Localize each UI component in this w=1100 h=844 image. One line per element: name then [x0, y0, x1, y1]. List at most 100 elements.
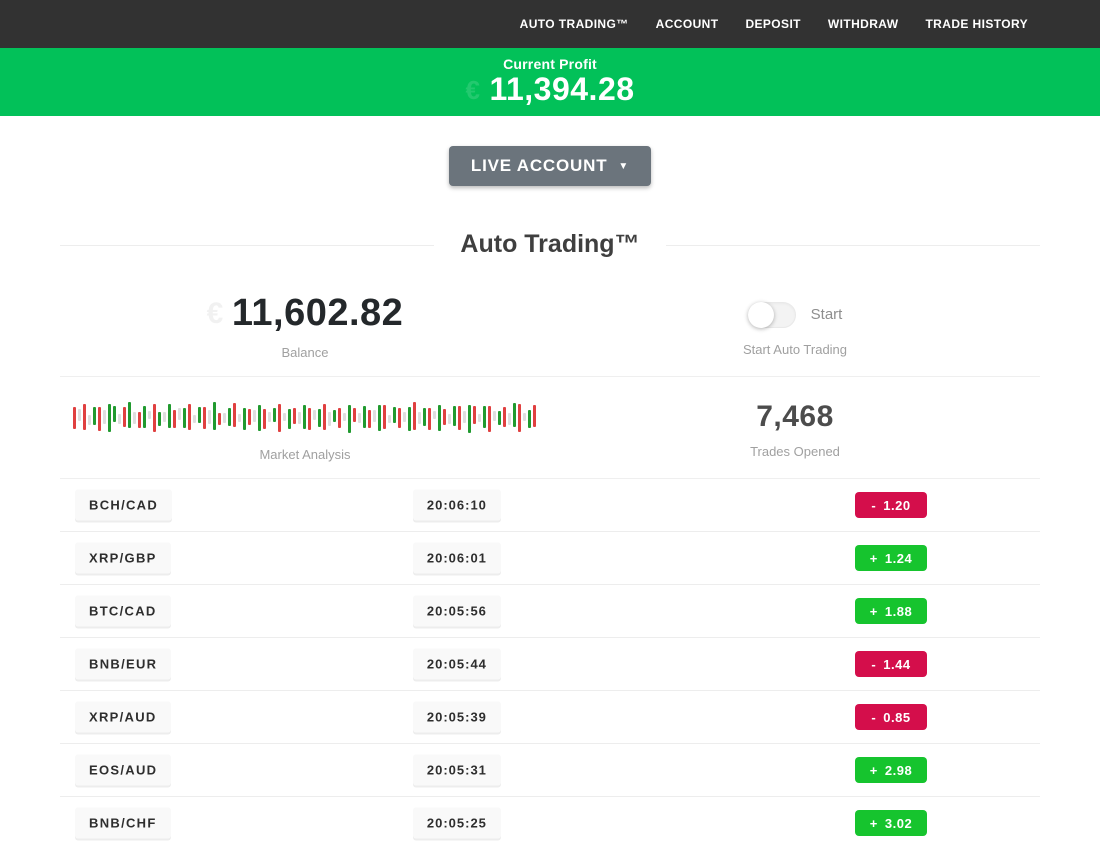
ticker-bar	[282, 413, 286, 421]
nav-item-trade-history[interactable]: TRADE HISTORY	[925, 17, 1028, 31]
trade-result-badge: -1.44	[855, 651, 927, 677]
ticker-bar	[467, 405, 471, 433]
trade-row: XRP/AUD 20:05:39 -0.85	[60, 691, 1040, 744]
page-title: Auto Trading™	[434, 230, 666, 259]
nav-item-deposit[interactable]: DEPOSIT	[745, 17, 801, 31]
ticker-bar	[372, 410, 376, 422]
ticker-bar	[182, 408, 186, 428]
ticker-bar	[307, 408, 311, 430]
trade-result-badge: +1.88	[855, 598, 927, 624]
auto-trading-cell: Start Start Auto Trading	[550, 260, 1040, 376]
ticker-bar	[487, 406, 491, 432]
ticker-bar	[302, 405, 306, 429]
toggle-knob	[747, 301, 774, 328]
ticker-bar	[337, 408, 341, 428]
pair-label: BNB/EUR	[75, 648, 172, 680]
trade-row: BCH/CAD 20:06:10 -1.20	[60, 479, 1040, 532]
ticker-bar	[82, 404, 86, 430]
market-analysis-chart	[72, 397, 538, 437]
ticker-bar	[342, 413, 346, 421]
ticker-bar	[497, 411, 501, 425]
currency-watermark: €	[465, 74, 481, 105]
ticker-bar	[407, 407, 411, 431]
ticker-bar	[472, 406, 476, 424]
ticker-bar	[317, 409, 321, 427]
main-content: LIVE ACCOUNT ▼ Auto Trading™ € 11,602.82…	[60, 146, 1040, 844]
ticker-bar	[137, 412, 141, 428]
trade-row: BNB/CHF 20:05:25 +3.02	[60, 797, 1040, 844]
ticker-bar	[517, 404, 521, 432]
ticker-bar	[387, 415, 391, 423]
trades-opened-value: 7,468	[756, 400, 834, 433]
ticker-bar	[192, 415, 196, 423]
ticker-bar	[462, 411, 466, 423]
result-sign: -	[871, 709, 877, 725]
trade-time: 20:05:31	[412, 754, 501, 786]
start-auto-trading-toggle[interactable]	[747, 301, 796, 328]
ticker-bar	[172, 410, 176, 428]
ticker-bar	[432, 411, 436, 419]
ticker-bar	[437, 405, 441, 431]
result-sign: +	[869, 550, 878, 566]
ticker-bar	[157, 412, 161, 426]
trade-result-badge: +1.24	[855, 545, 927, 571]
ticker-bar	[217, 413, 221, 425]
trade-time: 20:06:01	[412, 542, 501, 574]
ticker-bar	[132, 412, 136, 424]
result-value: 3.02	[884, 815, 913, 831]
ticker-bar	[362, 406, 366, 428]
ticker-bar	[527, 410, 531, 428]
trade-time: 20:05:39	[412, 701, 501, 733]
ticker-bar	[257, 405, 261, 431]
trades-list: BCH/CAD 20:06:10-1.20 XRP/GBP 20:06:01 +1.24…	[60, 479, 1040, 844]
ticker-bar	[417, 412, 421, 424]
ticker-bar	[392, 407, 396, 423]
result-sign: +	[869, 603, 878, 619]
nav-item-account[interactable]: ACCOUNT	[655, 17, 719, 31]
ticker-bar	[202, 407, 206, 429]
nav-item-auto-trading[interactable]: AUTO TRADING™	[519, 17, 629, 31]
trade-time: 20:05:25	[412, 807, 501, 839]
ticker-bar	[277, 404, 281, 432]
ticker-bar	[112, 406, 116, 422]
result-value: 1.88	[884, 603, 913, 619]
ticker-bar	[72, 407, 76, 429]
result-value: 2.98	[884, 762, 913, 778]
profit-amount: € 11,394.28	[465, 72, 634, 107]
ticker-bar	[267, 412, 271, 422]
trades-opened-cell: 7,468 Trades Opened	[550, 377, 1040, 478]
profit-banner-label: Current Profit	[503, 56, 597, 73]
result-value: 1.24	[884, 550, 913, 566]
result-sign: -	[871, 497, 877, 513]
ticker-bar	[402, 412, 406, 422]
account-selector-button[interactable]: LIVE ACCOUNT ▼	[448, 146, 652, 186]
ticker-bar	[142, 406, 146, 428]
ticker-bar	[262, 409, 266, 429]
ticker-bar	[252, 410, 256, 422]
ticker-bar	[177, 408, 181, 420]
ticker-bar	[427, 408, 431, 430]
ticker-bar	[482, 406, 486, 428]
nav-item-withdraw[interactable]: WITHDRAW	[827, 17, 899, 31]
balance-cell: € 11,602.82 Balance	[60, 260, 550, 376]
ticker-bar	[122, 407, 126, 427]
ticker-bar	[292, 408, 296, 424]
ticker-bar	[237, 414, 241, 422]
ticker-bar	[152, 404, 156, 432]
trade-row: XRP/GBP 20:06:01 +1.24	[60, 532, 1040, 585]
pair-label: XRP/AUD	[75, 701, 171, 733]
ticker-bar	[312, 410, 316, 420]
ticker-bar	[187, 404, 191, 430]
ticker-bar	[227, 408, 231, 426]
profit-banner: Current Profit € 11,394.28	[0, 48, 1100, 116]
ticker-bar	[207, 410, 211, 424]
trades-opened-label: Trades Opened	[750, 444, 840, 459]
result-sign: -	[871, 656, 877, 672]
ticker-bar	[452, 406, 456, 426]
ticker-bar	[147, 411, 151, 419]
market-analysis-label: Market Analysis	[259, 447, 351, 462]
ticker-bar	[457, 406, 461, 430]
profit-amount-value: 11,394.28	[489, 71, 635, 108]
pair-label: BCH/CAD	[75, 489, 173, 521]
trade-time: 20:05:44	[412, 648, 501, 680]
